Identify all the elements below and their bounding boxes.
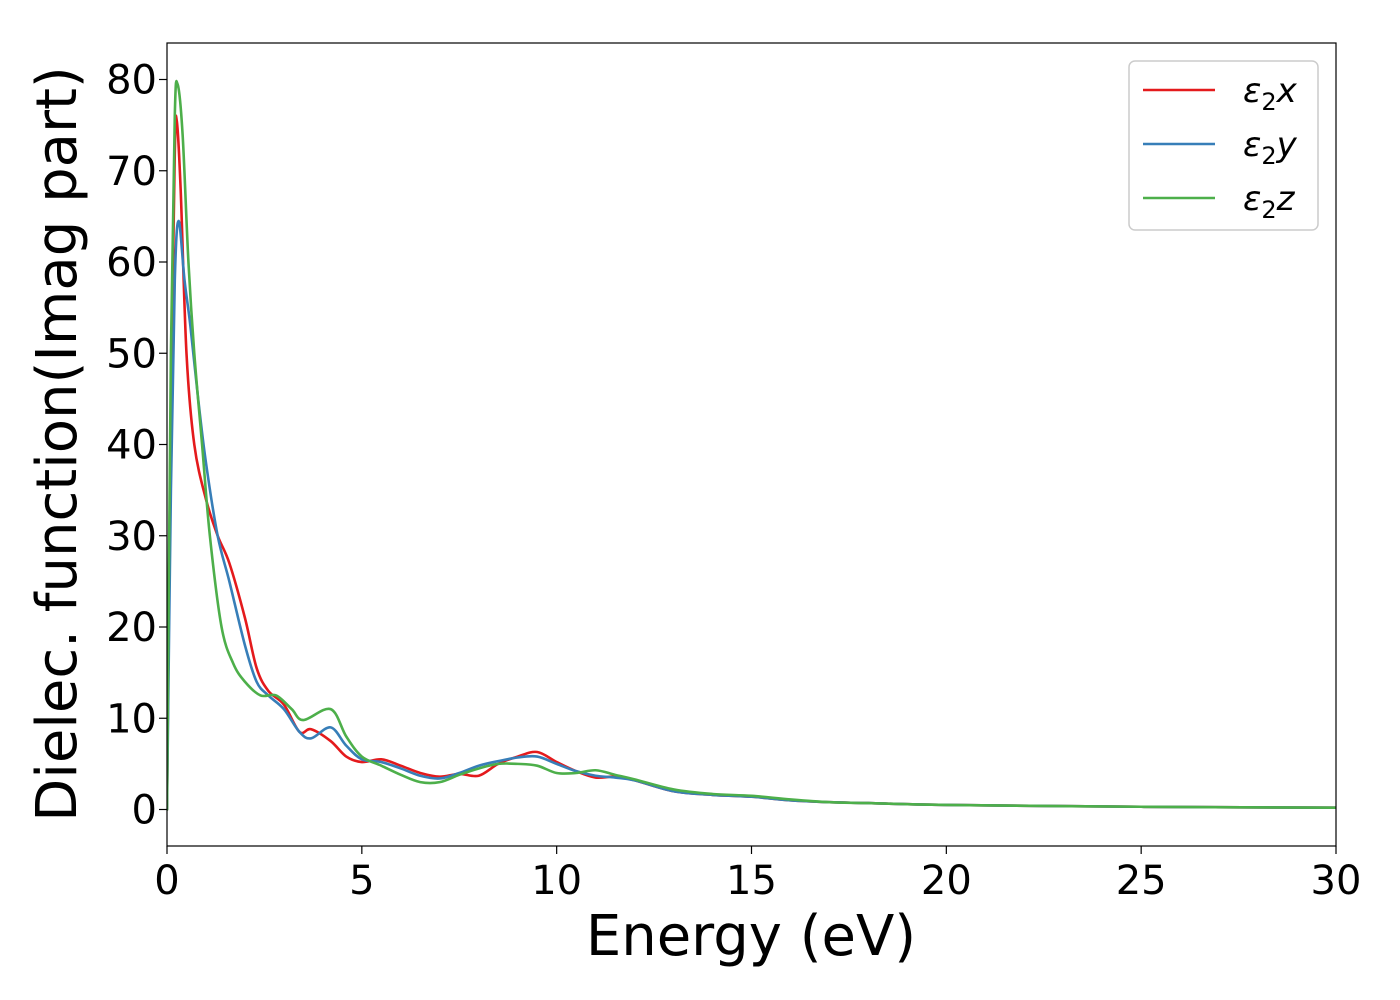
- x-tick-label: 20: [921, 858, 972, 904]
- y-tick-label: 10: [106, 696, 157, 742]
- x-tick-label: 0: [154, 858, 179, 904]
- y-axis-ticks: 0 10 20 30 40 50 60 70 80: [106, 58, 167, 834]
- y-tick-label: 50: [106, 331, 157, 377]
- y-tick-label: 30: [106, 514, 157, 560]
- legend-box: [1128, 60, 1319, 231]
- x-tick-label: 5: [349, 858, 374, 904]
- x-axis-ticks: 0 5 10 15 20 25 30: [154, 846, 1361, 904]
- x-tick-label: 15: [726, 858, 777, 904]
- y-axis-title: Dielec. function(Imag part): [25, 66, 90, 822]
- y-tick-label: 20: [106, 605, 157, 651]
- y-tick-label: 40: [106, 423, 157, 469]
- legend: ε2x ε2y ε2z: [1128, 60, 1319, 231]
- x-tick-label: 30: [1311, 858, 1362, 904]
- legend-label-y: ε2y: [1243, 125, 1298, 170]
- series-layer: [167, 79, 1336, 811]
- x-tick-label: 10: [531, 858, 582, 904]
- y-tick-label: 70: [106, 149, 157, 195]
- legend-label-x: ε2x: [1243, 71, 1298, 116]
- y-tick-label: 0: [132, 788, 157, 834]
- legend-label-z: ε2z: [1243, 179, 1296, 224]
- series-line-z: [167, 79, 1336, 811]
- y-tick-label: 80: [106, 58, 157, 104]
- x-axis-title: Energy (eV): [586, 904, 916, 969]
- y-tick-label: 60: [106, 240, 157, 286]
- x-tick-label: 25: [1116, 858, 1167, 904]
